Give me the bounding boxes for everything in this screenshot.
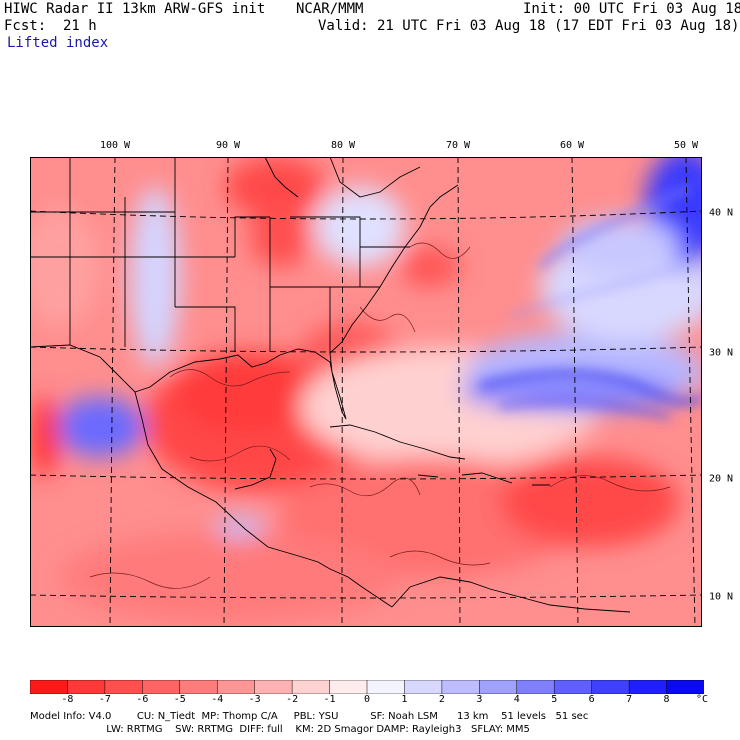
- colorbar-swatch: [404, 680, 443, 694]
- lat-label-30n: 30 N: [709, 347, 734, 359]
- latlon-grid: [30, 157, 702, 627]
- colorbar-tick-label: 5: [551, 694, 558, 705]
- colorbar-tick-label: -3: [248, 694, 261, 705]
- colorbar-tick-label: 4: [513, 694, 520, 705]
- footer-line-1: Model Info: V4.0 CU: N_Tiedt MP: Thomp C…: [30, 711, 589, 722]
- colorbar-swatch: [216, 680, 256, 694]
- header-fcst-label: Fcst:: [4, 18, 47, 34]
- colorbar-tick-label: -6: [136, 694, 149, 705]
- map-boundaries: [30, 157, 631, 613]
- colorbar-tick-label: 6: [588, 694, 595, 705]
- colorbar-tick-label: -7: [98, 694, 111, 705]
- colorbar-tick-label: 7: [626, 694, 633, 705]
- colorbar-swatch: [254, 680, 293, 694]
- header-title: HIWC Radar II 13km ARW-GFS init: [4, 1, 266, 17]
- colorbar-swatch: [366, 680, 406, 694]
- header-org: NCAR/MMM: [296, 1, 364, 17]
- footer-line-2: LW: RRTMG SW: RRTMG DIFF: full KM: 2D Sm…: [30, 724, 530, 735]
- lat-label-40n: 40 N: [709, 207, 734, 219]
- colorbar-tick-label: -2: [286, 694, 299, 705]
- lon-label-50w: 50 W: [673, 140, 699, 151]
- colorbar-tick-label: 8: [663, 694, 670, 705]
- lifted-index-map: [30, 157, 702, 627]
- stable-bands: [479, 184, 702, 419]
- colorbar-swatch: [516, 680, 555, 694]
- colorbar-swatch: [329, 680, 368, 694]
- header-init: Init: 00 UTC Fri 03 Aug 18: [523, 1, 740, 17]
- colorbar-tick-label: 3: [476, 694, 483, 705]
- colorbar-swatch: [441, 680, 481, 694]
- lon-label-70w: 70 W: [445, 140, 471, 151]
- colorbar-swatch: [553, 680, 593, 694]
- colorbar-tick-label: 2: [438, 694, 445, 705]
- colorbar-swatch: [30, 680, 69, 694]
- colorbar-swatch: [67, 680, 106, 694]
- colorbar: [30, 680, 704, 694]
- lon-label-80w: 80 W: [330, 140, 356, 151]
- colorbar-tick-label: -5: [173, 694, 186, 705]
- colorbar-tick-label: -4: [211, 694, 224, 705]
- colorbar-swatch: [104, 680, 144, 694]
- colorbar-tick-label: 1: [401, 694, 408, 705]
- colorbar-swatch: [142, 680, 181, 694]
- colorbar-swatch: [591, 680, 630, 694]
- field-shading: [30, 157, 702, 622]
- colorbar-swatch: [479, 680, 518, 694]
- map-frame: [30, 157, 702, 627]
- header-valid: Valid: 21 UTC Fri 03 Aug 18 (17 EDT Fri …: [318, 18, 740, 34]
- lon-label-90w: 90 W: [215, 140, 241, 151]
- colorbar-swatch: [666, 680, 704, 694]
- colorbar-tick-label: -8: [61, 694, 74, 705]
- colorbar-swatch: [291, 680, 331, 694]
- lon-label-60w: 60 W: [559, 140, 585, 151]
- lat-label-20n: 20 N: [709, 473, 734, 485]
- colorbar-tick-label: -1: [323, 694, 336, 705]
- header-field: Lifted index: [7, 35, 109, 51]
- header-fcst-value: 21 h: [63, 18, 97, 34]
- colorbar-swatch: [628, 680, 668, 694]
- colorbar-swatch: [179, 680, 218, 694]
- colorbar-unit: °C: [695, 694, 709, 705]
- contour-lines: [89, 242, 671, 589]
- lat-label-10n: 10 N: [709, 591, 734, 603]
- colorbar-tick-label: 0: [363, 694, 371, 705]
- lon-label-100w: 100 W: [99, 140, 131, 151]
